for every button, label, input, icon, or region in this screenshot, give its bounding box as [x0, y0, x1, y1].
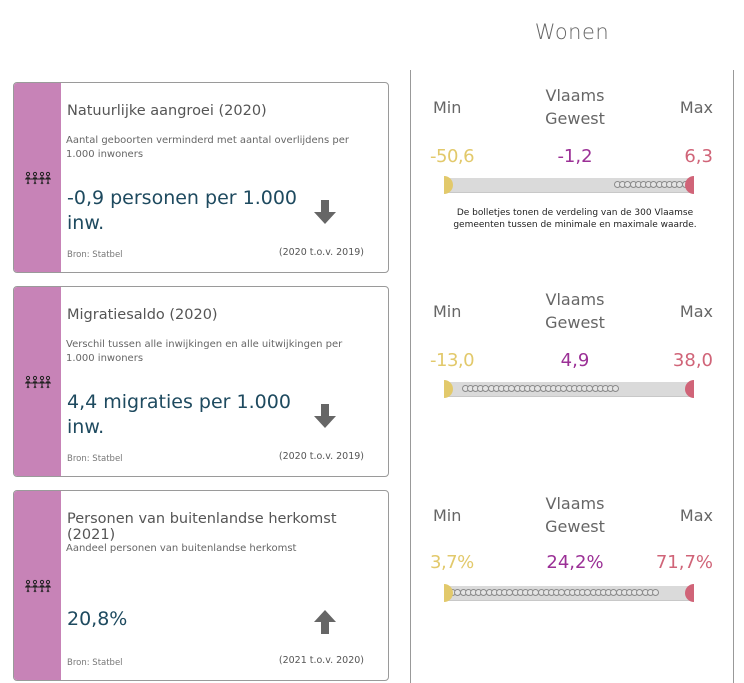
card-comparison: (2021 t.o.v. 2020) [278, 655, 364, 666]
max-marker [685, 584, 694, 602]
card-source: Bron: Statbel [67, 250, 123, 260]
indicator-card-migratiesaldo[interactable]: Migratiesaldo (2020) Verschil tussen all… [13, 286, 389, 477]
max-marker [685, 380, 694, 398]
min-marker [444, 176, 453, 194]
region-value: 24,2% [546, 552, 604, 573]
max-marker [685, 176, 694, 194]
card-color-band [14, 287, 61, 476]
card-comparison: (2020 t.o.v. 2019) [278, 451, 364, 462]
card-value: -0,9 personen per 1.000 inw. [67, 187, 298, 234]
card-source: Bron: Statbel [67, 658, 123, 668]
card-title: Personen van buitenlandse herkomst (2021… [67, 511, 337, 543]
arrow-down-icon [314, 200, 336, 224]
min-marker [444, 380, 453, 398]
gauge-explanation-note: De bolletjes tonen de verdeling van de 3… [453, 208, 697, 230]
min-marker [444, 584, 453, 602]
people-group-icon [24, 579, 51, 592]
region-label: Vlaams Gewest [545, 494, 605, 536]
card-title: Natuurlijke aangroei (2020) [67, 103, 267, 119]
arrow-down-icon [314, 404, 336, 428]
min-value: -13,0 [430, 350, 475, 371]
card-value: 20,8% [67, 608, 128, 630]
min-value: -50,6 [430, 146, 475, 167]
min-label: Min [433, 302, 462, 321]
card-description: Aandeel personen van buitenlandse herkom… [66, 543, 297, 554]
card-value: 4,4 migraties per 1.000 inw. [67, 391, 291, 438]
region-value: -1,2 [557, 146, 593, 167]
card-comparison: (2020 t.o.v. 2019) [278, 247, 364, 258]
distribution-gauge-natuurlijke-aangroei: Min Vlaams Gewest Max -50,6 -1,2 6,3 [430, 84, 720, 204]
column-divider-left [410, 70, 411, 683]
indicator-card-buitenlandse-herkomst[interactable]: Personen van buitenlandse herkomst (2021… [13, 490, 389, 681]
section-title: Wonen [534, 20, 610, 44]
card-source: Bron: Statbel [67, 454, 123, 464]
region-label: Vlaams Gewest [545, 86, 605, 128]
max-value: 6,3 [684, 146, 713, 167]
card-title: Migratiesaldo (2020) [67, 307, 218, 323]
people-group-icon [24, 375, 51, 388]
indicator-card-natuurlijke-aangroei[interactable]: Natuurlijke aangroei (2020) Aantal geboo… [13, 82, 389, 273]
max-label: Max [679, 506, 713, 525]
distribution-gauge-migratiesaldo: Min Vlaams Gewest Max -13,0 4,9 38,0 [430, 288, 720, 408]
column-divider-right [733, 70, 734, 683]
max-label: Max [679, 302, 713, 321]
municipality-dot [612, 385, 620, 392]
arrow-up-icon [314, 610, 336, 634]
distribution-gauge-buitenlandse-herkomst: Min Vlaams Gewest Max 3,7% 24,2% 71,7% [430, 492, 720, 612]
region-label: Vlaams Gewest [545, 290, 605, 332]
card-color-band [14, 83, 61, 272]
card-description: Aantal geboorten verminderd met aantal o… [66, 135, 349, 160]
max-value: 38,0 [672, 350, 713, 371]
max-label: Max [679, 98, 713, 117]
min-label: Min [433, 98, 462, 117]
max-value: 71,7% [655, 552, 713, 573]
card-color-band [14, 491, 61, 680]
municipality-dot [652, 589, 659, 596]
min-value: 3,7% [430, 552, 474, 573]
region-value: 4,9 [560, 350, 590, 371]
people-group-icon [24, 171, 51, 184]
min-label: Min [433, 506, 462, 525]
card-description: Verschil tussen alle inwijkingen en alle… [66, 339, 343, 364]
